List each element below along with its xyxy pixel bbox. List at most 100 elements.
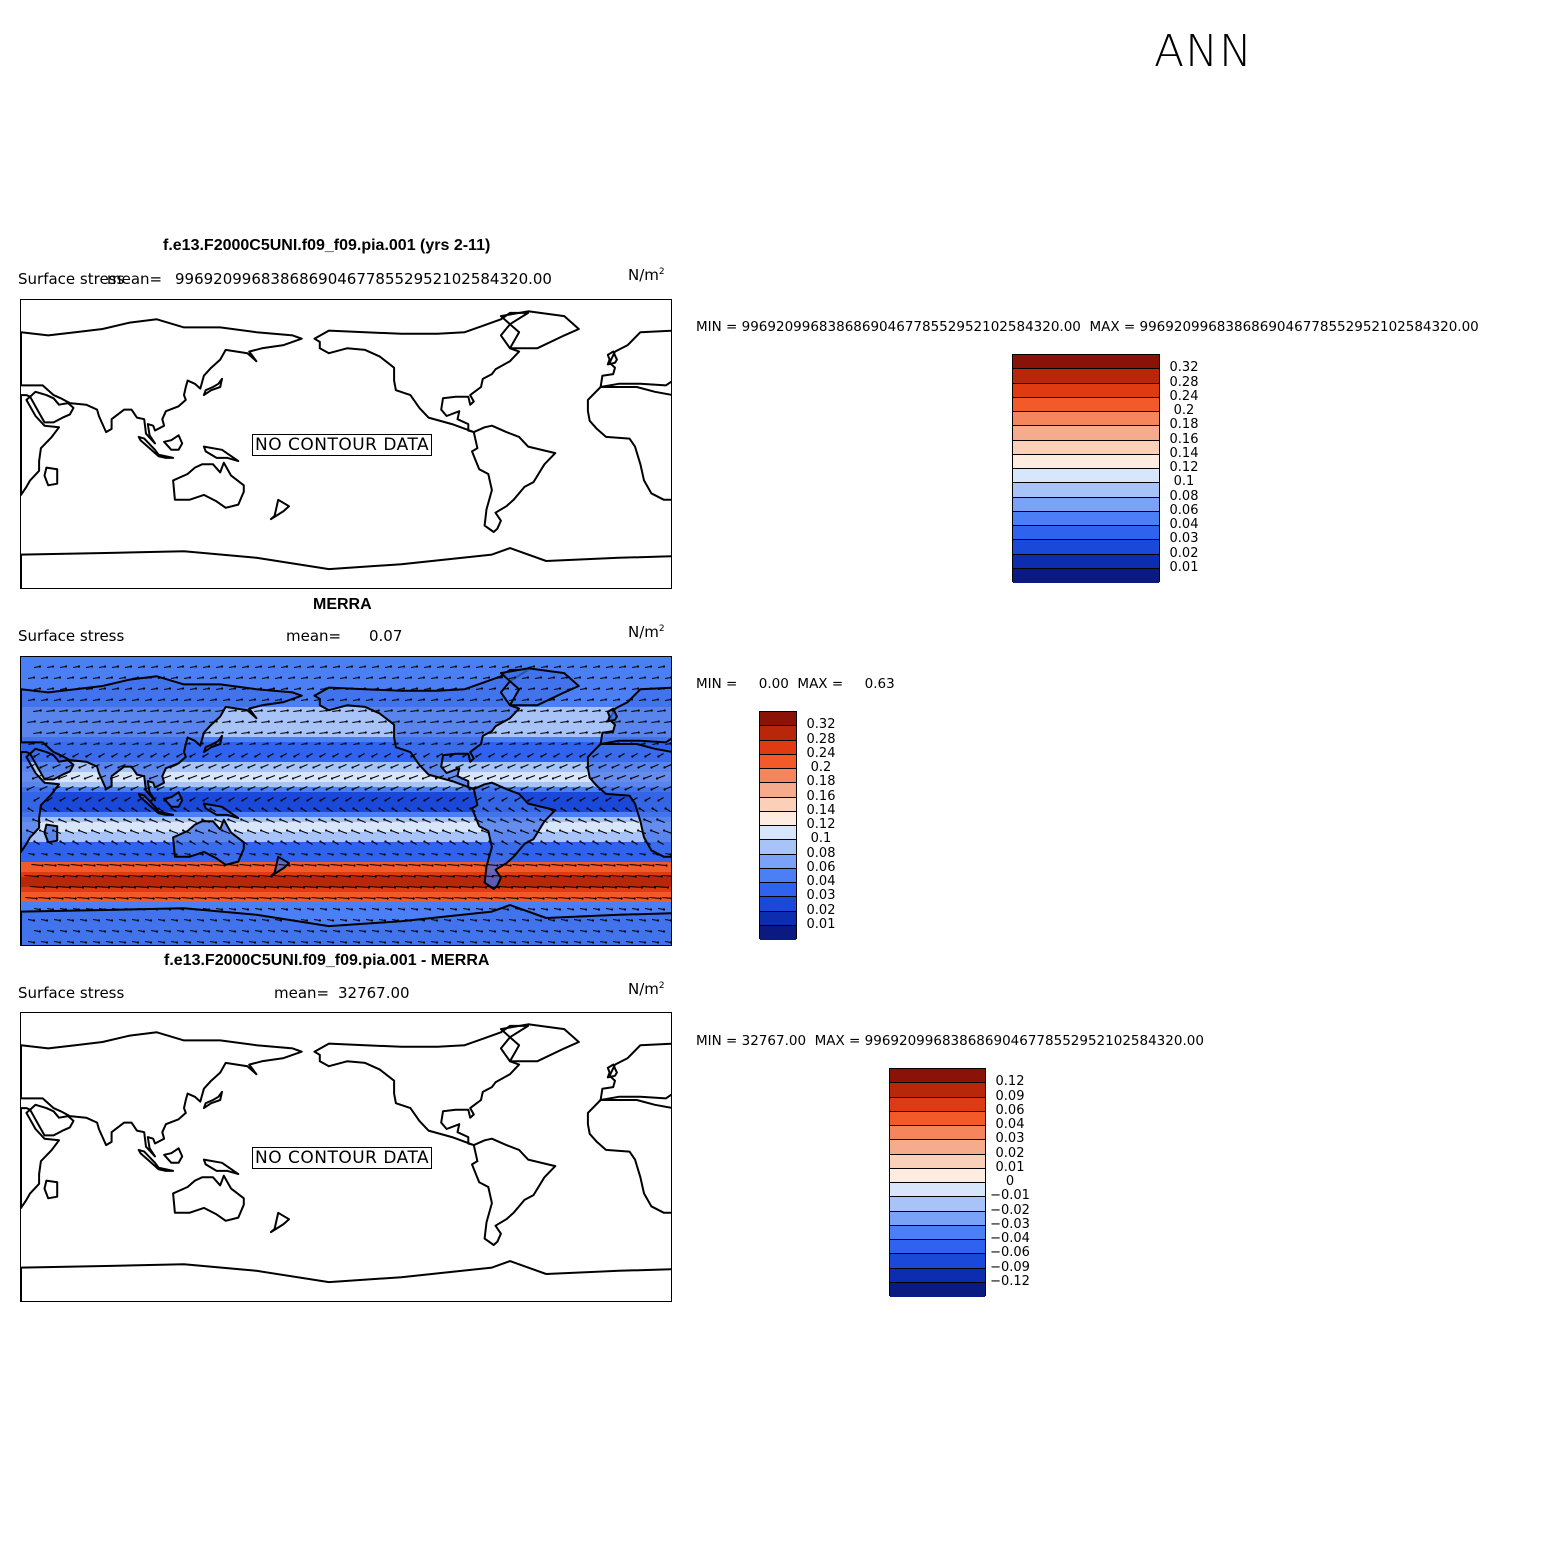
stress-vector xyxy=(661,874,671,877)
stress-vector xyxy=(92,785,100,791)
colorbar-tick-label: −0.09 xyxy=(990,1259,1030,1275)
stress-vector xyxy=(547,785,555,791)
stress-vector-head xyxy=(659,897,662,900)
stress-vector xyxy=(161,863,173,867)
stress-vector-head xyxy=(340,864,343,867)
stress-vector-head xyxy=(416,709,419,712)
stress-vector-head xyxy=(649,687,653,690)
stress-vector-head xyxy=(117,766,120,769)
stress-vector-head xyxy=(507,709,510,712)
stress-vector-head xyxy=(443,807,446,810)
stress-vector xyxy=(122,863,134,867)
stress-vector-head xyxy=(286,829,289,832)
stress-vector-head xyxy=(256,897,259,900)
stress-vector-head xyxy=(644,799,647,802)
stress-vector xyxy=(84,774,94,780)
stress-vector-head xyxy=(423,755,426,758)
stress-vector-head xyxy=(162,919,166,922)
stress-vector-head xyxy=(130,829,133,832)
stress-vector xyxy=(194,896,206,900)
stress-vector-head xyxy=(45,919,49,922)
stress-vector-head xyxy=(462,720,465,723)
stress-vector xyxy=(196,785,204,791)
stress-vector-head xyxy=(51,687,55,690)
colorbar-tick-label: 0.12 xyxy=(806,817,836,832)
stress-vector-head xyxy=(163,720,166,723)
stress-vector xyxy=(598,829,608,835)
coastline xyxy=(29,390,75,424)
stress-vector xyxy=(494,829,504,835)
stress-vector-head xyxy=(500,919,504,922)
stress-vector-head xyxy=(584,908,588,911)
stress-vector xyxy=(128,874,142,878)
colorbar-tick-label: −0.01 xyxy=(990,1188,1030,1204)
stress-vector-head xyxy=(195,766,198,769)
colorbar-tick-label: 0.14 xyxy=(1169,445,1199,461)
stress-vector xyxy=(403,829,413,835)
stress-vector xyxy=(27,785,35,791)
stress-vector-head xyxy=(604,698,608,701)
stress-vector-head xyxy=(208,766,211,769)
stress-vector-head xyxy=(32,742,35,745)
stress-vector-head xyxy=(461,676,465,679)
stress-vector xyxy=(534,720,542,724)
stress-vector-head xyxy=(545,687,549,690)
stress-vector-head xyxy=(501,755,504,758)
stress-vector-head xyxy=(403,829,406,832)
stress-vector xyxy=(169,829,179,835)
stress-vector-head xyxy=(363,665,367,668)
colorbar-swatch xyxy=(1013,412,1159,427)
stress-vector-head xyxy=(623,687,627,690)
stress-vector-head xyxy=(546,766,549,769)
stress-vector-head xyxy=(330,777,334,780)
stress-vector-head xyxy=(435,676,439,679)
stress-vector xyxy=(72,731,80,735)
stress-vector xyxy=(287,720,295,724)
stress-vector-head xyxy=(298,908,302,911)
stress-vector xyxy=(428,896,440,900)
stress-vector-head xyxy=(507,829,510,832)
stress-vector xyxy=(162,774,172,780)
stress-vector xyxy=(111,818,119,824)
stress-vector-head xyxy=(98,840,101,843)
stress-vector-head xyxy=(275,864,278,867)
stress-vector xyxy=(609,874,623,878)
stress-vector-head xyxy=(441,908,445,911)
stress-vector-head xyxy=(175,919,179,922)
stress-vector-head xyxy=(390,829,393,832)
stress-vector xyxy=(651,720,659,724)
stress-vector-head xyxy=(189,799,192,802)
stress-vector xyxy=(285,896,297,900)
field-band xyxy=(21,857,671,863)
field-band xyxy=(21,827,671,833)
stress-vector xyxy=(253,774,263,780)
stress-vector-head xyxy=(435,941,439,944)
stress-vector-head xyxy=(669,698,671,701)
stress-vector xyxy=(345,731,353,735)
stress-vector-head xyxy=(279,919,283,922)
stress-vector-head xyxy=(319,840,322,843)
stress-vector-head xyxy=(84,818,87,821)
stress-vector-head xyxy=(577,777,581,780)
stress-vector-head xyxy=(590,777,594,780)
stress-vector xyxy=(141,874,155,878)
stress-vector-head xyxy=(71,698,75,701)
stress-vector-head xyxy=(279,941,283,944)
stress-vector-head xyxy=(111,799,114,802)
stress-vector-head xyxy=(170,807,173,810)
stress-vector xyxy=(224,885,240,889)
stress-vector xyxy=(150,818,158,824)
stress-vector-head xyxy=(539,919,543,922)
stress-vector-head xyxy=(266,676,270,679)
stress-vector-head xyxy=(643,698,647,701)
stress-vector xyxy=(71,774,81,780)
stress-vector-head xyxy=(499,777,503,780)
stress-vector xyxy=(388,874,402,878)
field-band xyxy=(21,737,671,743)
stress-vector-head xyxy=(136,742,139,745)
stress-vector-head xyxy=(389,930,393,933)
stress-vector-head xyxy=(493,930,497,933)
stress-vector-head xyxy=(247,709,250,712)
stress-vector-head xyxy=(585,766,588,769)
stress-vector-head xyxy=(513,742,516,745)
